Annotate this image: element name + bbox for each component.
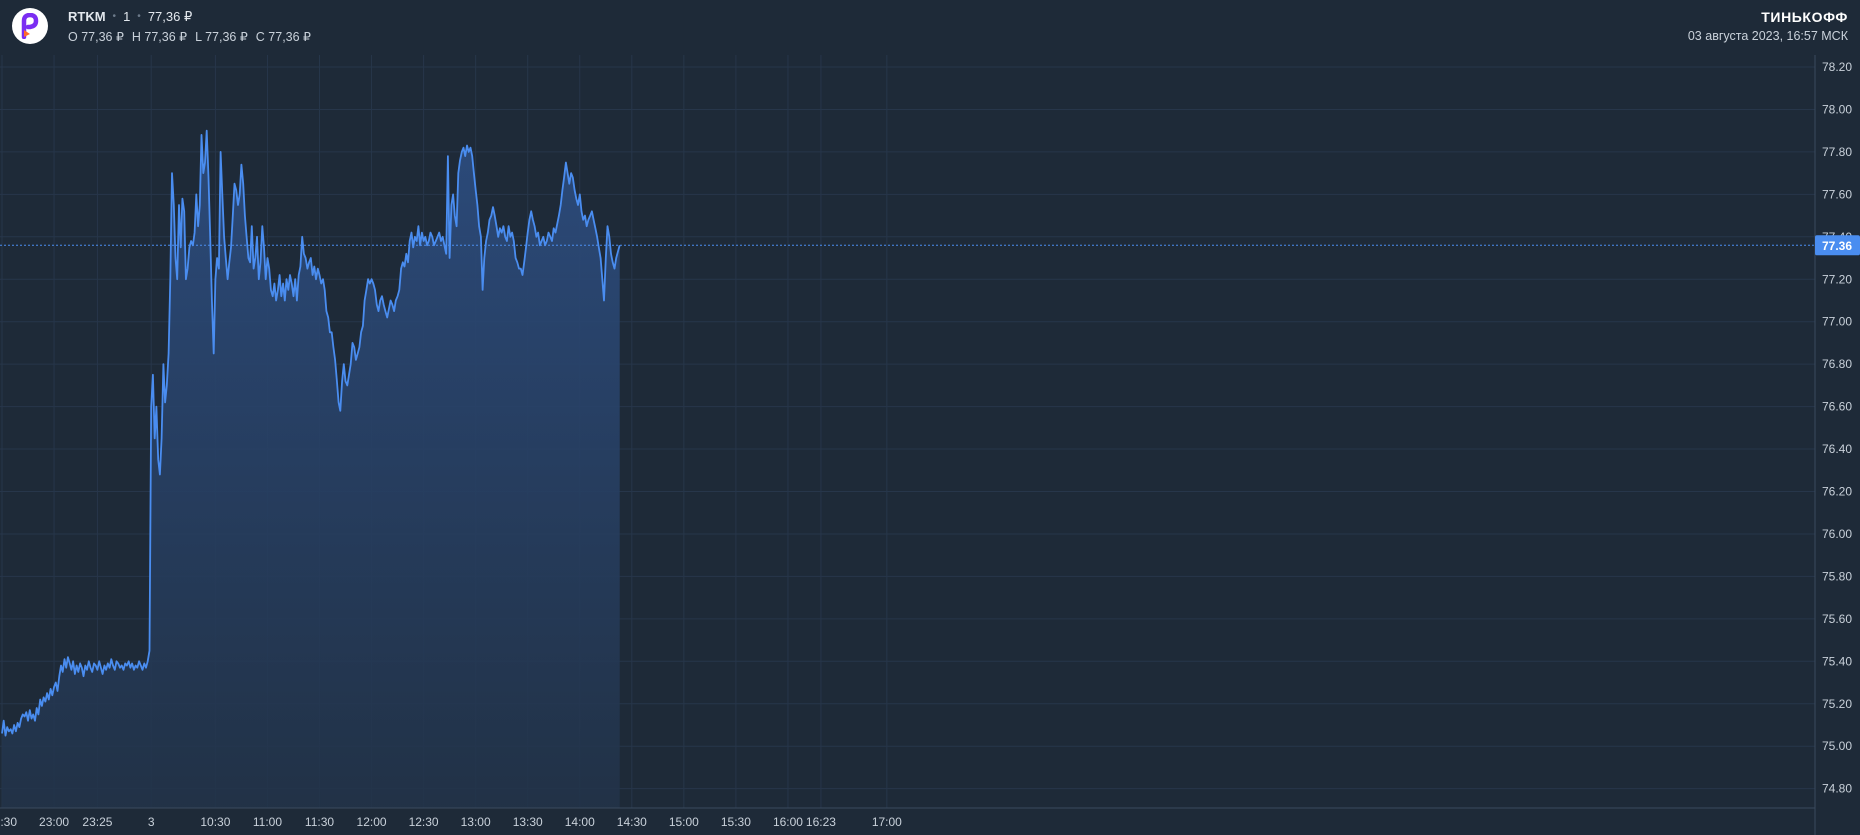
y-tick-label: 78.20 bbox=[1822, 60, 1852, 74]
y-tick-label: 76.40 bbox=[1822, 442, 1852, 456]
x-tick-label: 16:23 bbox=[806, 815, 836, 829]
y-tick-label: 75.60 bbox=[1822, 612, 1852, 626]
y-tick-label: 77.20 bbox=[1822, 272, 1852, 286]
brand-name: ТИНЬКОФФ bbox=[1761, 9, 1848, 25]
y-tick-label: 78.00 bbox=[1822, 102, 1852, 116]
x-tick-label: 3 bbox=[148, 815, 155, 829]
last-price-label-text: 77.36 bbox=[1822, 239, 1852, 253]
y-tick-label: 77.00 bbox=[1822, 315, 1852, 329]
ohlc-open: O 77,36 ₽ bbox=[68, 29, 124, 44]
ohlc-row: O 77,36 ₽ H 77,36 ₽ L 77,36 ₽ C 77,36 ₽ bbox=[68, 29, 311, 44]
ohlc-low: L 77,36 ₽ bbox=[195, 29, 248, 44]
y-tick-label: 76.20 bbox=[1822, 485, 1852, 499]
interval-label[interactable]: 1 bbox=[123, 9, 131, 24]
x-tick-label: 14:30 bbox=[617, 815, 647, 829]
y-tick-label: 76.60 bbox=[1822, 400, 1852, 414]
rostelecom-logo-icon[interactable] bbox=[12, 8, 48, 44]
x-tick-label: 11:00 bbox=[253, 815, 282, 829]
chart-datetime: 03 августа 2023, 16:57 МСК bbox=[1687, 29, 1848, 43]
y-tick-label: 77.80 bbox=[1822, 145, 1852, 159]
y-tick-label: 76.00 bbox=[1822, 527, 1852, 541]
separator-dot-icon: • bbox=[137, 11, 141, 22]
x-tick-label: 13:00 bbox=[461, 815, 491, 829]
price-area-fill bbox=[2, 130, 620, 808]
last-price-label-bg bbox=[1815, 235, 1860, 256]
y-tick-label: 75.00 bbox=[1822, 739, 1852, 753]
last-price-label: 77.36 bbox=[1815, 235, 1860, 256]
y-axis[interactable]: 78.2078.0077.8077.6077.4077.2077.0076.80… bbox=[1814, 55, 1852, 835]
brand-block: ТИНЬКОФФ 03 августа 2023, 16:57 МСК bbox=[1688, 9, 1848, 43]
x-tick-label: 15:30 bbox=[721, 815, 751, 829]
x-tick-label: 12:00 bbox=[357, 815, 387, 829]
separator-dot-icon: • bbox=[112, 11, 117, 22]
ohlc-close: C 77,36 ₽ bbox=[255, 29, 312, 44]
instrument-header: RTKM • 1 • 77,36 ₽ O 77,36 ₽ H 77,36 ₽ L… bbox=[12, 8, 311, 44]
x-tick-label: 22:30 bbox=[0, 815, 17, 829]
x-axis[interactable]: 22:30 23:00 23:25 3 10:30 11:00 11:30 12:00 12:3… bbox=[0, 807, 1815, 829]
x-tick-label: 12:30 bbox=[409, 815, 439, 829]
x-tick-label: 11:30 bbox=[305, 815, 334, 829]
x-tick-label: 13:30 bbox=[513, 815, 543, 829]
symbol-row: RTKM • 1 • 77,36 ₽ bbox=[68, 9, 311, 25]
y-tick-label: 77.60 bbox=[1822, 187, 1852, 201]
x-tick-label: 15:00 bbox=[669, 815, 699, 829]
x-tick-label: 10:30 bbox=[200, 815, 230, 829]
y-tick-label: 75.40 bbox=[1822, 654, 1852, 668]
y-tick-label: 74.80 bbox=[1822, 782, 1852, 796]
x-tick-label: 16:00 bbox=[773, 815, 803, 829]
x-tick-label: 17:00 bbox=[872, 815, 902, 829]
ohlc-high: H 77,36 ₽ bbox=[131, 29, 188, 44]
x-tick-label: 23:25 bbox=[82, 815, 112, 829]
current-price: 77,36 ₽ bbox=[147, 8, 193, 24]
price-line bbox=[1, 129, 621, 737]
x-tick-label: 14:00 bbox=[565, 815, 595, 829]
x-tick-label: 23:00 bbox=[39, 815, 69, 829]
y-tick-label: 75.80 bbox=[1822, 569, 1852, 583]
y-tick-label: 76.80 bbox=[1822, 357, 1852, 371]
y-tick-label: 75.20 bbox=[1822, 697, 1852, 711]
ticker-symbol[interactable]: RTKM bbox=[68, 9, 106, 24]
